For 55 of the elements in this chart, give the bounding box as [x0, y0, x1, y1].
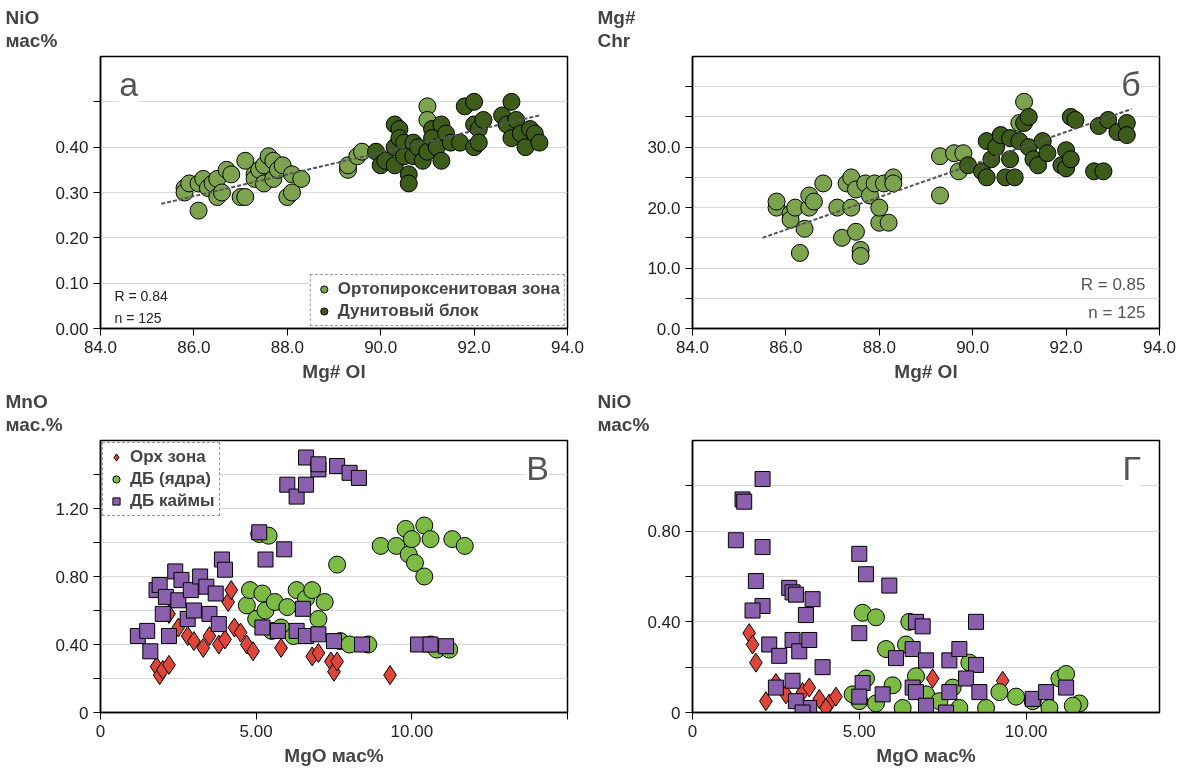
annotation: R = 0.84: [114, 287, 169, 304]
x-tick-label: 86.0: [177, 337, 211, 357]
x-tick-label: 0: [95, 721, 106, 741]
y-tick-label: 0: [671, 703, 681, 723]
annotation: R = 0.85: [1080, 275, 1146, 295]
x-tick-label: 5.00: [239, 721, 273, 741]
legend-label: ДБ (ядра): [130, 469, 211, 489]
y-tick-label: 0.20: [55, 228, 89, 248]
x-tick-label: 92.0: [457, 337, 491, 357]
annotation: В: [526, 448, 549, 487]
y-axis-title: NiO мас%: [5, 7, 58, 52]
y-tick-label: 0: [79, 703, 89, 723]
x-tick-label: 94.0: [550, 337, 585, 357]
x-tick-label: 0: [687, 721, 698, 741]
y-tick-label: 1.20: [55, 499, 89, 519]
y-tick-label: 0.40: [55, 635, 89, 655]
x-tick-label: 10.00: [390, 721, 434, 741]
annotation: Г: [1122, 448, 1141, 487]
x-tick-label: 92.0: [1049, 337, 1083, 357]
x-tick-label: 88.0: [270, 337, 304, 357]
annotation: n = 125: [1088, 302, 1146, 322]
y-tick-label: 0.00: [55, 319, 89, 339]
y-tick-label: 0.0: [656, 319, 681, 339]
x-axis-title: MgO мас%: [876, 744, 976, 766]
annotation: б: [1121, 64, 1141, 103]
y-axis-title: Mg# Chr: [597, 7, 636, 52]
y-axis-title: NiO мас%: [597, 391, 650, 436]
annotation: n = 125: [114, 309, 162, 326]
y-tick-label: 0.10: [55, 274, 89, 294]
annotation: а: [119, 64, 139, 103]
x-tick-label: 84.0: [675, 337, 710, 357]
y-tick-label: 10.0: [647, 259, 681, 279]
y-axis-title: MnO мас.%: [5, 391, 63, 436]
x-axis-title: Mg# Ol: [894, 360, 958, 382]
y-tick-label: 30.0: [647, 138, 681, 158]
x-tick-label: 5.00: [842, 721, 876, 741]
y-tick-label: 0.30: [55, 183, 89, 203]
legend-label: ДБ каймы: [130, 491, 215, 511]
x-tick-label: 86.0: [769, 337, 803, 357]
x-tick-label: 88.0: [862, 337, 896, 357]
y-tick-label: 20.0: [647, 198, 681, 218]
legend-label: Дунитовый блок: [337, 301, 479, 321]
y-tick-label: 0.40: [647, 612, 681, 632]
x-axis-title: Mg# Ol: [302, 360, 366, 382]
y-tick-label: 0.80: [55, 567, 89, 587]
x-tick-label: 90.0: [364, 337, 398, 357]
legend-label: Орх зона: [130, 447, 206, 467]
x-tick-label: 10.00: [1004, 721, 1048, 741]
x-tick-label: 90.0: [956, 337, 990, 357]
x-axis-title: MgO мас%: [284, 744, 384, 766]
legend-label: Ортопироксенитовая зона: [337, 279, 560, 299]
x-tick-label: 84.0: [83, 337, 118, 357]
y-tick-label: 0.40: [55, 138, 89, 158]
y-tick-label: 0.80: [647, 522, 681, 542]
x-tick-label: 94.0: [1142, 337, 1177, 357]
